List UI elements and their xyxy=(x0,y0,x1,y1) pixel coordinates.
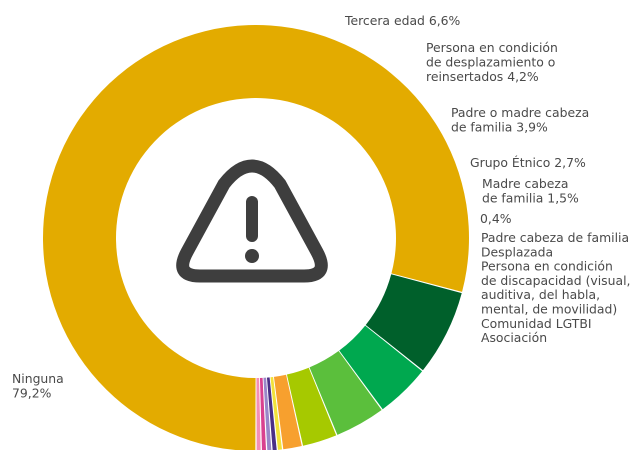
donut-slice xyxy=(286,367,337,446)
label-grupo-etnico: Grupo Étnico 2,7% xyxy=(470,155,586,170)
donut-slice xyxy=(266,377,277,450)
label-padre-madre: de familia 3,9% xyxy=(451,120,548,135)
label-small-value: 0,4% xyxy=(480,211,512,226)
label-desplazamiento: reinsertados 4,2% xyxy=(426,69,539,84)
label-desplazamiento: Persona en condición xyxy=(426,40,558,55)
donut-slice xyxy=(263,377,272,450)
donut-slice xyxy=(259,377,267,450)
label-small-group: Persona en condición xyxy=(481,259,613,274)
slice-labels: Tercera edad 6,6%Persona en condiciónde … xyxy=(12,13,630,401)
label-padre-madre: Padre o madre cabeza xyxy=(451,105,589,120)
label-small-group: Padre cabeza de familia xyxy=(481,230,629,245)
label-tercera-edad: Tercera edad 6,6% xyxy=(344,13,461,28)
donut-slice xyxy=(43,25,469,450)
donut-slice xyxy=(273,374,302,450)
donut-slice xyxy=(365,274,462,371)
donut-slices xyxy=(43,25,469,450)
label-small-group: de discapacidad (visual, xyxy=(481,273,630,288)
label-ninguna: Ninguna xyxy=(12,371,64,386)
label-small-group: auditiva, del habla, xyxy=(481,287,600,302)
label-small-group: Comunidad LGTBI xyxy=(481,316,592,331)
donut-slice xyxy=(270,376,283,450)
label-small-group: mental, de movilidad) xyxy=(481,302,617,317)
label-small-group: Desplazada xyxy=(481,244,553,259)
label-desplazamiento: de desplazamiento o xyxy=(426,55,555,70)
donut-slice xyxy=(309,351,382,435)
label-ninguna: 79,2% xyxy=(12,386,52,401)
donut-slice xyxy=(339,325,423,410)
donut-slice xyxy=(256,377,261,450)
label-madre-cabeza: Madre cabeza xyxy=(482,176,569,191)
warning-triangle-icon xyxy=(176,159,328,283)
label-small-group: Asociación xyxy=(481,330,547,345)
label-madre-cabeza: de familia 1,5% xyxy=(482,191,579,206)
